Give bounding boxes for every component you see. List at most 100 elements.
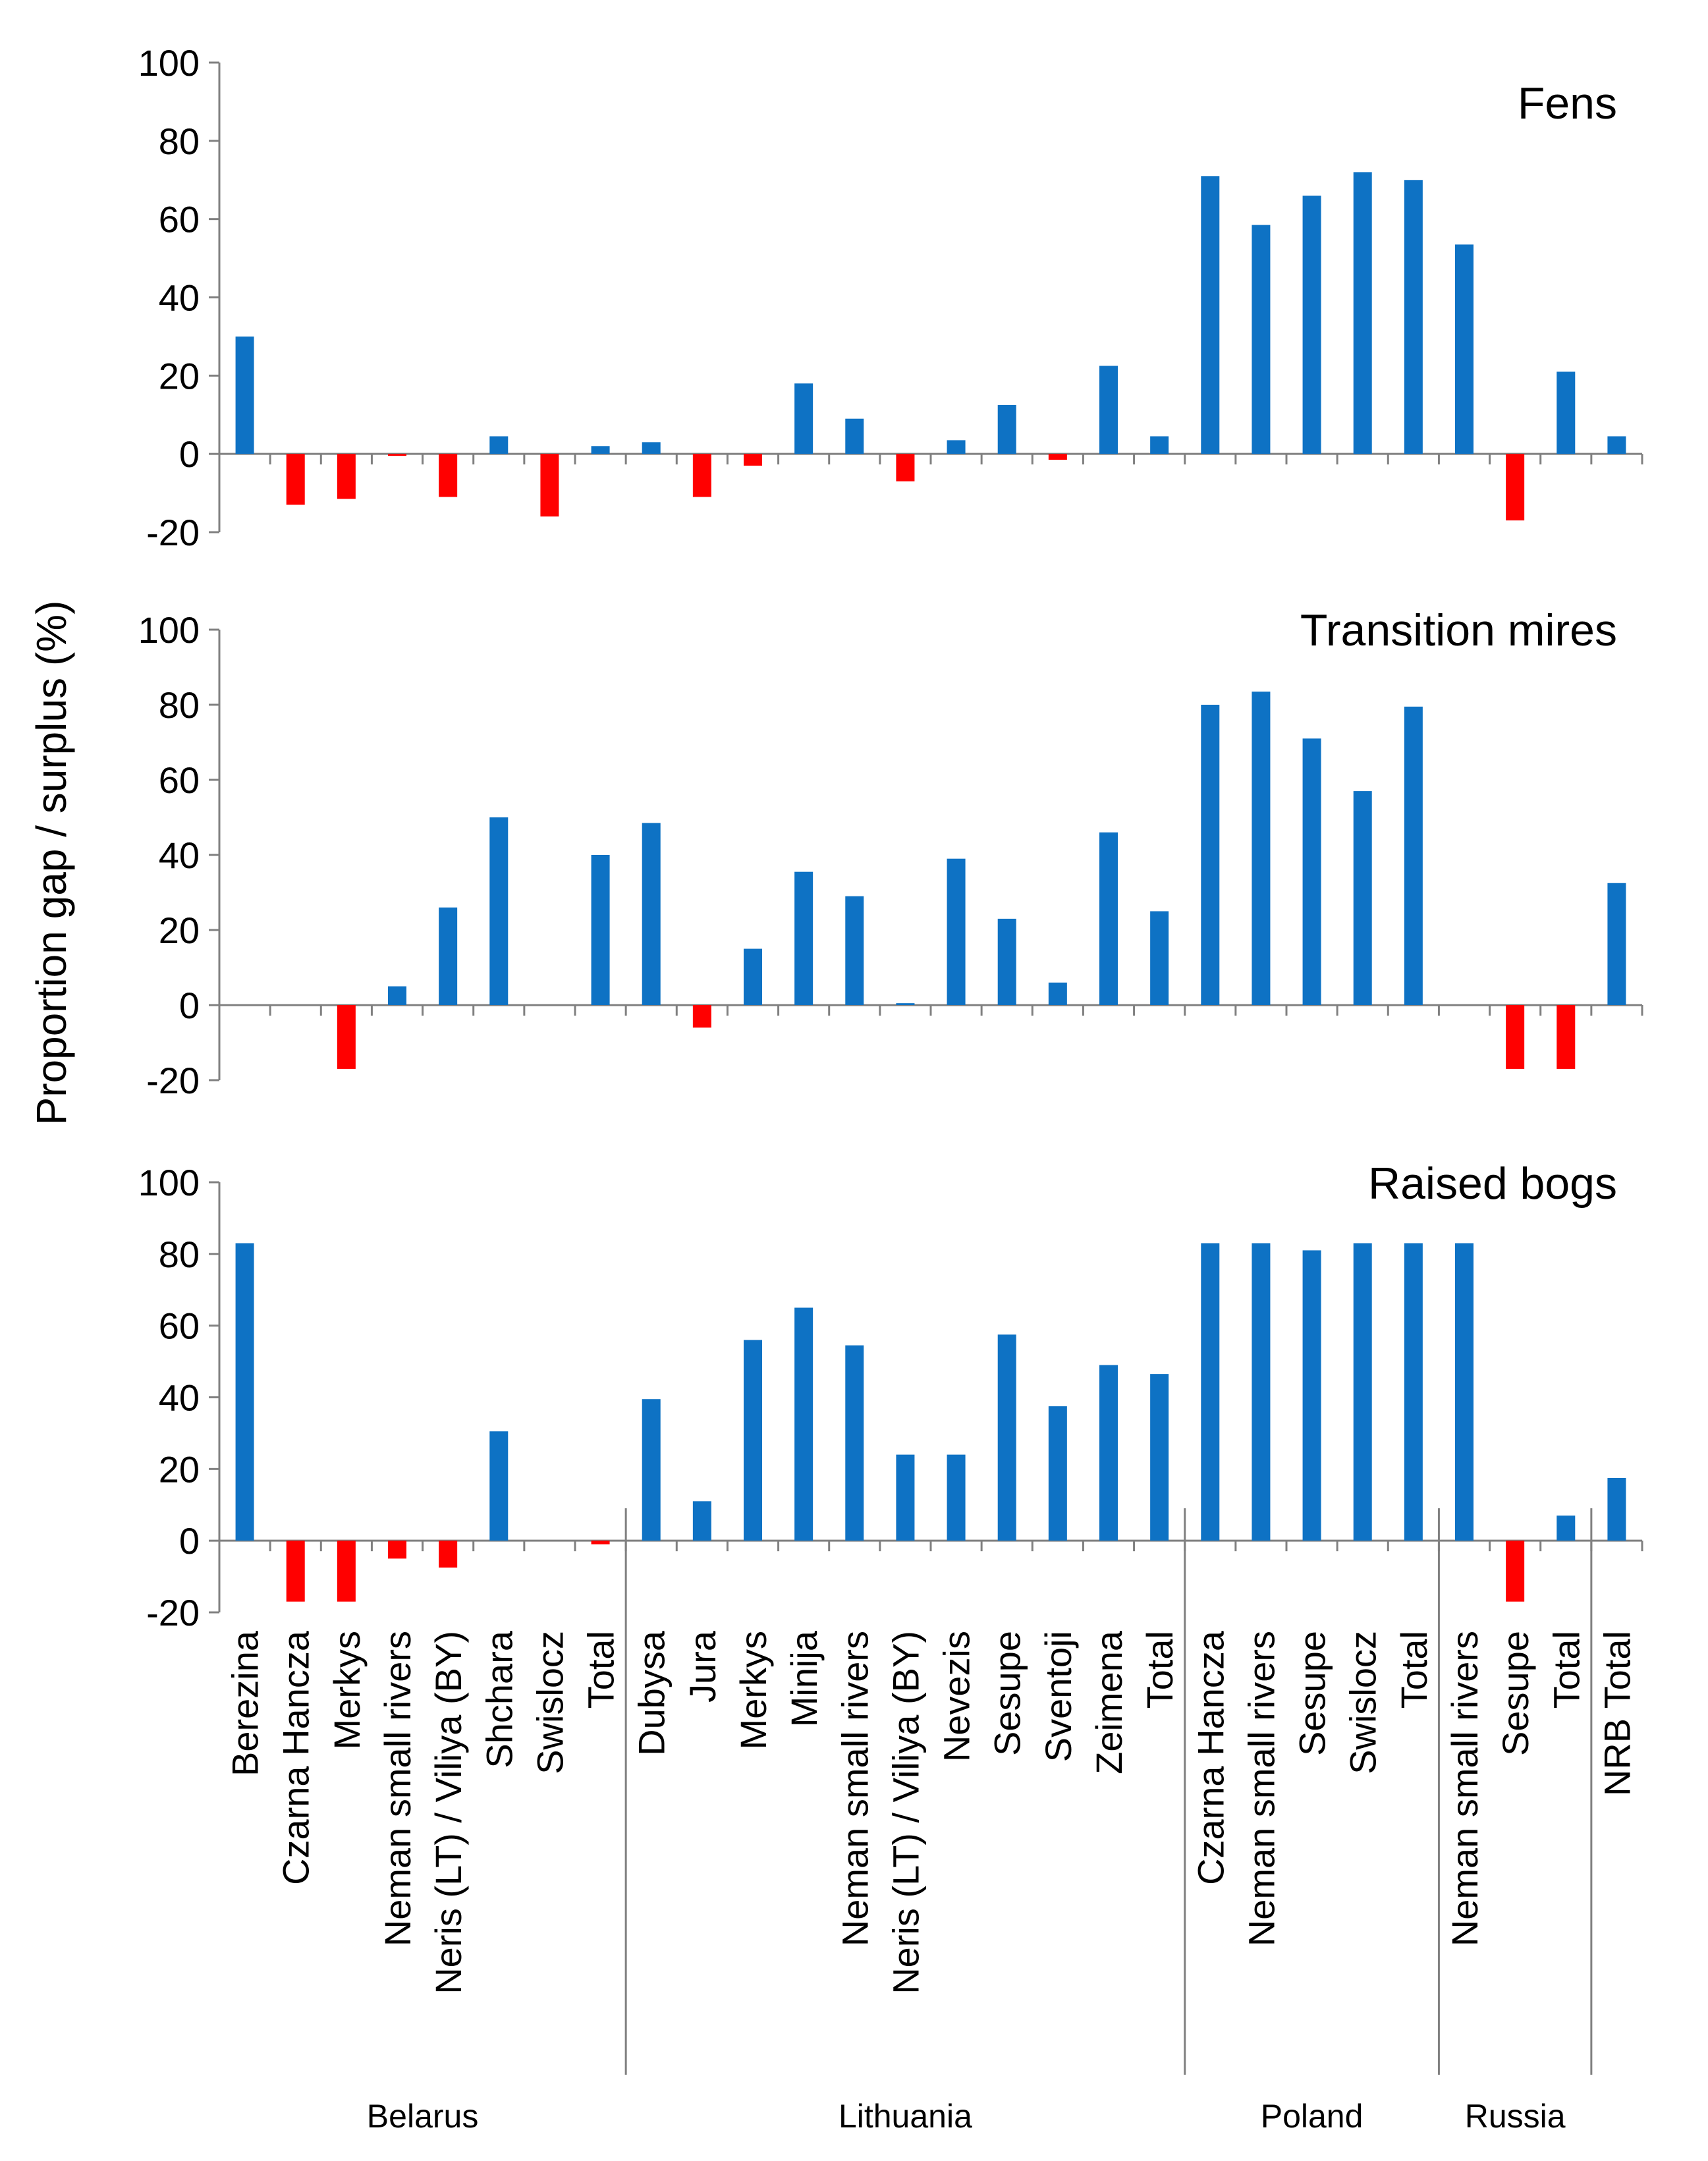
bar-transition-mires-12 <box>845 896 864 1005</box>
transition-mires-y-tick-label: 0 <box>179 985 200 1026</box>
bar-transition-mires-20 <box>1252 692 1271 1005</box>
raised-bogs-y-tick-label: -20 <box>146 1592 200 1633</box>
bar-transition-mires-21 <box>1302 738 1321 1005</box>
bar-raised-bogs-10 <box>744 1340 762 1541</box>
bar-fens-16 <box>1048 454 1067 460</box>
bar-fens-3 <box>388 454 406 456</box>
bar-raised-bogs-0 <box>235 1243 254 1541</box>
x-category-label: Total <box>1139 1631 1180 1709</box>
bar-raised-bogs-26 <box>1556 1516 1576 1541</box>
bar-fens-24 <box>1455 244 1474 454</box>
x-category-label: Nevezis <box>936 1631 978 1762</box>
bar-raised-bogs-13 <box>896 1454 915 1541</box>
bar-fens-13 <box>896 454 915 481</box>
raised-bogs-y-tick-label: 0 <box>179 1520 200 1562</box>
bar-transition-mires-13 <box>896 1003 915 1005</box>
bar-raised-bogs-1 <box>286 1541 305 1602</box>
x-category-label: Sesupe <box>1292 1631 1333 1756</box>
bar-fens-21 <box>1302 196 1321 454</box>
bar-fens-17 <box>1099 366 1118 454</box>
group-label-poland: Poland <box>1261 2098 1364 2135</box>
fens-y-tick-label: 0 <box>179 433 200 475</box>
bar-fens-11 <box>794 383 813 454</box>
bar-fens-12 <box>845 418 864 454</box>
x-category-label: Jura <box>682 1630 723 1703</box>
fens-y-tick-label: 60 <box>159 199 200 240</box>
panel-title-transition-mires: Transition mires <box>1300 605 1617 655</box>
transition-mires-y-tick-label: 100 <box>138 609 200 651</box>
panel-title-raised-bogs: Raised bogs <box>1368 1159 1617 1209</box>
bar-fens-9 <box>692 454 711 497</box>
x-category-label: Berezina <box>225 1630 266 1776</box>
x-category-label: Neman small rivers <box>834 1631 875 1946</box>
x-category-label: Swislocz <box>529 1631 570 1774</box>
bar-fens-6 <box>540 454 559 517</box>
bar-transition-mires-8 <box>642 823 661 1005</box>
bar-raised-bogs-24 <box>1455 1243 1474 1541</box>
bar-raised-bogs-20 <box>1252 1243 1271 1541</box>
bar-fens-26 <box>1556 371 1576 454</box>
bar-fens-23 <box>1404 180 1423 454</box>
bar-transition-mires-4 <box>439 907 458 1005</box>
bar-raised-bogs-25 <box>1506 1541 1525 1602</box>
x-category-label: Total <box>1545 1631 1587 1709</box>
x-category-label: Total <box>1393 1631 1435 1709</box>
x-category-label: Sventoji <box>1037 1631 1079 1762</box>
fens-y-tick-label: 100 <box>138 42 200 84</box>
bar-fens-5 <box>489 436 509 454</box>
bar-raised-bogs-17 <box>1099 1365 1118 1541</box>
transition-mires-y-tick-label: 80 <box>159 684 200 726</box>
bar-raised-bogs-21 <box>1302 1250 1321 1541</box>
raised-bogs-y-tick-label: 80 <box>159 1234 200 1275</box>
bar-raised-bogs-14 <box>947 1454 966 1541</box>
y-axis-label: Proportion gap / surplus (%) <box>28 601 75 1126</box>
bar-raised-bogs-2 <box>337 1541 356 1602</box>
fens-y-tick-label: -20 <box>146 512 200 553</box>
x-category-label: Shchara <box>478 1630 520 1768</box>
raised-bogs-y-tick-label: 60 <box>159 1305 200 1347</box>
bar-transition-mires-17 <box>1099 832 1118 1005</box>
group-label-belarus: Belarus <box>367 2098 479 2135</box>
bar-raised-bogs-7 <box>591 1541 610 1545</box>
bar-transition-mires-2 <box>337 1005 356 1069</box>
bar-fens-7 <box>591 446 610 454</box>
bar-fens-0 <box>235 336 254 454</box>
x-category-label: Czarna Hancza <box>275 1630 317 1885</box>
panel-title-fens: Fens <box>1518 78 1617 128</box>
x-category-label: Merkys <box>732 1631 774 1749</box>
bar-fens-27 <box>1607 436 1626 454</box>
x-category-label: Zeimena <box>1088 1630 1130 1774</box>
bar-fens-20 <box>1252 225 1271 454</box>
bar-transition-mires-5 <box>489 817 509 1005</box>
bar-raised-bogs-19 <box>1201 1243 1220 1541</box>
x-category-label: Swislocz <box>1342 1631 1384 1774</box>
bar-fens-19 <box>1201 176 1220 454</box>
bar-raised-bogs-11 <box>794 1307 813 1541</box>
bar-raised-bogs-5 <box>489 1431 509 1541</box>
x-category-label: Neris (LT) / Viliya (BY) <box>427 1631 469 1994</box>
bar-transition-mires-19 <box>1201 705 1220 1005</box>
bar-transition-mires-25 <box>1506 1005 1525 1069</box>
x-category-label: Neman small rivers <box>377 1631 418 1946</box>
bar-transition-mires-11 <box>794 871 813 1005</box>
group-label-russia: Russia <box>1465 2098 1566 2135</box>
bar-raised-bogs-18 <box>1150 1374 1169 1541</box>
bar-transition-mires-18 <box>1150 911 1169 1005</box>
fens-y-tick-label: 80 <box>159 121 200 162</box>
x-category-label: Total <box>580 1631 622 1709</box>
x-category-label: Neman small rivers <box>1240 1631 1282 1946</box>
bar-fens-25 <box>1506 454 1525 521</box>
bar-raised-bogs-15 <box>997 1334 1016 1541</box>
fens-y-tick-label: 40 <box>159 277 200 319</box>
transition-mires-y-tick-label: 40 <box>159 834 200 876</box>
bar-transition-mires-22 <box>1353 791 1372 1005</box>
bar-raised-bogs-27 <box>1607 1477 1626 1541</box>
raised-bogs-y-tick-label: 40 <box>159 1377 200 1419</box>
transition-mires-y-tick-label: -20 <box>146 1060 200 1101</box>
bar-transition-mires-9 <box>692 1005 711 1028</box>
bar-transition-mires-15 <box>997 918 1016 1005</box>
raised-bogs-y-tick-label: 100 <box>138 1162 200 1203</box>
x-category-label: Neman small rivers <box>1444 1631 1485 1946</box>
bar-transition-mires-16 <box>1048 982 1067 1005</box>
